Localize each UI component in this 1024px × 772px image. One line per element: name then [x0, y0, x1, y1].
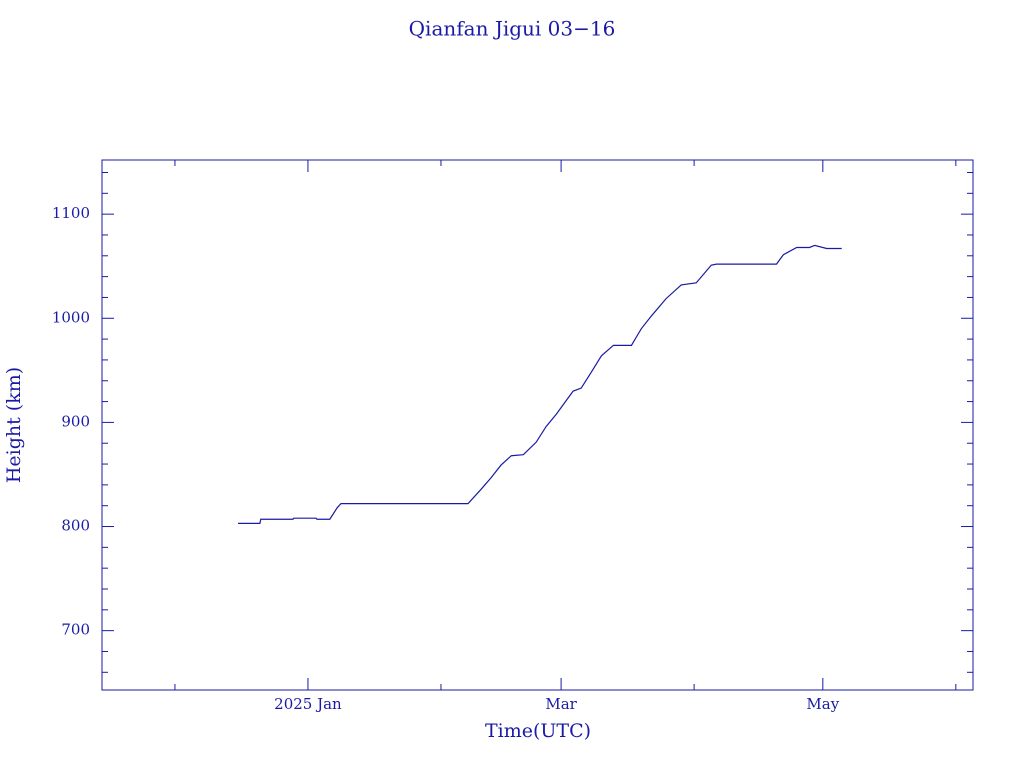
x-axis-label: Time(UTC) — [485, 720, 591, 742]
x-tick-label: May — [806, 695, 839, 713]
x-tick-label: Mar — [545, 695, 577, 713]
y-tick-label: 900 — [61, 412, 90, 430]
y-tick-label: 1100 — [52, 204, 90, 222]
x-tick-label: 2025 Jan — [274, 695, 342, 713]
y-tick-label: 700 — [61, 621, 90, 639]
y-tick-label: 800 — [61, 517, 90, 535]
plot-frame — [101, 159, 974, 691]
height-line — [238, 244, 842, 524]
chart-title: Qianfan Jigui 03−16 — [409, 17, 616, 41]
y-tick-label: 1000 — [52, 308, 90, 326]
y-axis-label: Height (km) — [3, 367, 25, 483]
